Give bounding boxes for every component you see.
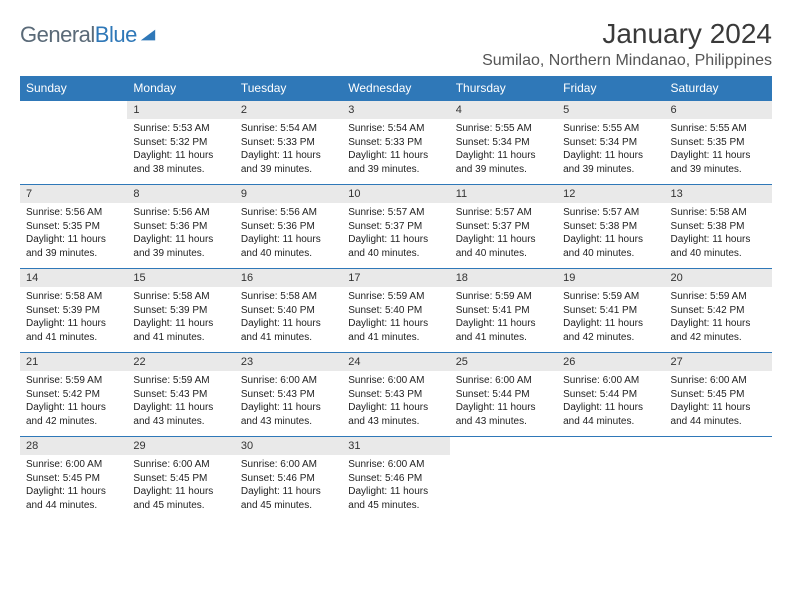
day-cell bbox=[557, 455, 664, 520]
day-cell: Sunrise: 6:00 AM Sunset: 5:43 PM Dayligh… bbox=[342, 371, 449, 437]
day-cell: Sunrise: 5:55 AM Sunset: 5:35 PM Dayligh… bbox=[665, 119, 772, 185]
day-number: 10 bbox=[342, 185, 449, 204]
day-header: Tuesday bbox=[235, 76, 342, 101]
month-title: January 2024 bbox=[482, 18, 772, 50]
day-cell: Sunrise: 5:58 AM Sunset: 5:39 PM Dayligh… bbox=[127, 287, 234, 353]
day-cell: Sunrise: 5:55 AM Sunset: 5:34 PM Dayligh… bbox=[450, 119, 557, 185]
day-cell: Sunrise: 5:59 AM Sunset: 5:41 PM Dayligh… bbox=[557, 287, 664, 353]
day-cell: Sunrise: 5:58 AM Sunset: 5:40 PM Dayligh… bbox=[235, 287, 342, 353]
day-cell: Sunrise: 5:57 AM Sunset: 5:38 PM Dayligh… bbox=[557, 203, 664, 269]
day-number: 25 bbox=[450, 353, 557, 372]
day-number: 27 bbox=[665, 353, 772, 372]
day-number: 12 bbox=[557, 185, 664, 204]
day-cell: Sunrise: 5:58 AM Sunset: 5:39 PM Dayligh… bbox=[20, 287, 127, 353]
day-number: 6 bbox=[665, 101, 772, 120]
day-number: 13 bbox=[665, 185, 772, 204]
day-cell: Sunrise: 5:59 AM Sunset: 5:40 PM Dayligh… bbox=[342, 287, 449, 353]
day-number: 24 bbox=[342, 353, 449, 372]
day-cell: Sunrise: 6:00 AM Sunset: 5:46 PM Dayligh… bbox=[342, 455, 449, 520]
day-cell: Sunrise: 6:00 AM Sunset: 5:45 PM Dayligh… bbox=[665, 371, 772, 437]
day-number: 14 bbox=[20, 269, 127, 288]
day-number: 26 bbox=[557, 353, 664, 372]
day-cell: Sunrise: 6:00 AM Sunset: 5:44 PM Dayligh… bbox=[557, 371, 664, 437]
day-header-row: Sunday Monday Tuesday Wednesday Thursday… bbox=[20, 76, 772, 101]
day-cell: Sunrise: 6:00 AM Sunset: 5:46 PM Dayligh… bbox=[235, 455, 342, 520]
day-cell: Sunrise: 5:57 AM Sunset: 5:37 PM Dayligh… bbox=[450, 203, 557, 269]
day-header: Sunday bbox=[20, 76, 127, 101]
day-cell: Sunrise: 5:59 AM Sunset: 5:41 PM Dayligh… bbox=[450, 287, 557, 353]
day-number: 30 bbox=[235, 437, 342, 456]
day-number-row: 14151617181920 bbox=[20, 269, 772, 288]
day-header: Monday bbox=[127, 76, 234, 101]
day-header: Friday bbox=[557, 76, 664, 101]
day-number bbox=[665, 437, 772, 456]
day-number bbox=[20, 101, 127, 120]
header: GeneralBlue January 2024 Sumilao, Northe… bbox=[20, 18, 772, 70]
day-number: 15 bbox=[127, 269, 234, 288]
day-number bbox=[450, 437, 557, 456]
day-cell bbox=[665, 455, 772, 520]
day-number: 4 bbox=[450, 101, 557, 120]
day-number: 18 bbox=[450, 269, 557, 288]
day-header: Wednesday bbox=[342, 76, 449, 101]
day-cell: Sunrise: 6:00 AM Sunset: 5:45 PM Dayligh… bbox=[20, 455, 127, 520]
title-block: January 2024 Sumilao, Northern Mindanao,… bbox=[482, 18, 772, 70]
day-number: 5 bbox=[557, 101, 664, 120]
day-cell: Sunrise: 5:56 AM Sunset: 5:36 PM Dayligh… bbox=[127, 203, 234, 269]
day-number: 29 bbox=[127, 437, 234, 456]
day-number: 3 bbox=[342, 101, 449, 120]
day-number-row: 123456 bbox=[20, 101, 772, 120]
day-content-row: Sunrise: 5:56 AM Sunset: 5:35 PM Dayligh… bbox=[20, 203, 772, 269]
logo-triangle-icon bbox=[139, 26, 157, 44]
day-number: 20 bbox=[665, 269, 772, 288]
day-cell: Sunrise: 5:59 AM Sunset: 5:43 PM Dayligh… bbox=[127, 371, 234, 437]
day-number-row: 78910111213 bbox=[20, 185, 772, 204]
day-cell: Sunrise: 6:00 AM Sunset: 5:43 PM Dayligh… bbox=[235, 371, 342, 437]
calendar-body: 123456Sunrise: 5:53 AM Sunset: 5:32 PM D… bbox=[20, 101, 772, 521]
location-label: Sumilao, Northern Mindanao, Philippines bbox=[482, 52, 772, 70]
day-number: 21 bbox=[20, 353, 127, 372]
day-number: 17 bbox=[342, 269, 449, 288]
day-number: 8 bbox=[127, 185, 234, 204]
logo-text: GeneralBlue bbox=[20, 22, 137, 48]
day-cell: Sunrise: 5:55 AM Sunset: 5:34 PM Dayligh… bbox=[557, 119, 664, 185]
day-number: 9 bbox=[235, 185, 342, 204]
day-number: 11 bbox=[450, 185, 557, 204]
day-cell: Sunrise: 5:54 AM Sunset: 5:33 PM Dayligh… bbox=[235, 119, 342, 185]
day-content-row: Sunrise: 6:00 AM Sunset: 5:45 PM Dayligh… bbox=[20, 455, 772, 520]
day-cell: Sunrise: 6:00 AM Sunset: 5:45 PM Dayligh… bbox=[127, 455, 234, 520]
day-content-row: Sunrise: 5:59 AM Sunset: 5:42 PM Dayligh… bbox=[20, 371, 772, 437]
day-number: 28 bbox=[20, 437, 127, 456]
day-header: Saturday bbox=[665, 76, 772, 101]
calendar-table: Sunday Monday Tuesday Wednesday Thursday… bbox=[20, 76, 772, 520]
day-header: Thursday bbox=[450, 76, 557, 101]
day-cell: Sunrise: 5:59 AM Sunset: 5:42 PM Dayligh… bbox=[665, 287, 772, 353]
day-cell: Sunrise: 5:56 AM Sunset: 5:36 PM Dayligh… bbox=[235, 203, 342, 269]
logo: GeneralBlue bbox=[20, 22, 157, 48]
day-number bbox=[557, 437, 664, 456]
day-cell: Sunrise: 5:58 AM Sunset: 5:38 PM Dayligh… bbox=[665, 203, 772, 269]
day-content-row: Sunrise: 5:53 AM Sunset: 5:32 PM Dayligh… bbox=[20, 119, 772, 185]
day-number: 2 bbox=[235, 101, 342, 120]
day-number-row: 28293031 bbox=[20, 437, 772, 456]
day-number: 7 bbox=[20, 185, 127, 204]
day-number: 31 bbox=[342, 437, 449, 456]
logo-word2: Blue bbox=[95, 22, 137, 47]
day-cell: Sunrise: 5:57 AM Sunset: 5:37 PM Dayligh… bbox=[342, 203, 449, 269]
day-number: 23 bbox=[235, 353, 342, 372]
day-cell: Sunrise: 5:54 AM Sunset: 5:33 PM Dayligh… bbox=[342, 119, 449, 185]
day-number: 22 bbox=[127, 353, 234, 372]
day-number-row: 21222324252627 bbox=[20, 353, 772, 372]
day-number: 1 bbox=[127, 101, 234, 120]
day-cell: Sunrise: 5:53 AM Sunset: 5:32 PM Dayligh… bbox=[127, 119, 234, 185]
day-cell: Sunrise: 6:00 AM Sunset: 5:44 PM Dayligh… bbox=[450, 371, 557, 437]
day-number: 19 bbox=[557, 269, 664, 288]
day-number: 16 bbox=[235, 269, 342, 288]
day-cell: Sunrise: 5:59 AM Sunset: 5:42 PM Dayligh… bbox=[20, 371, 127, 437]
day-cell bbox=[20, 119, 127, 185]
day-cell bbox=[450, 455, 557, 520]
logo-word1: General bbox=[20, 22, 95, 47]
day-content-row: Sunrise: 5:58 AM Sunset: 5:39 PM Dayligh… bbox=[20, 287, 772, 353]
day-cell: Sunrise: 5:56 AM Sunset: 5:35 PM Dayligh… bbox=[20, 203, 127, 269]
